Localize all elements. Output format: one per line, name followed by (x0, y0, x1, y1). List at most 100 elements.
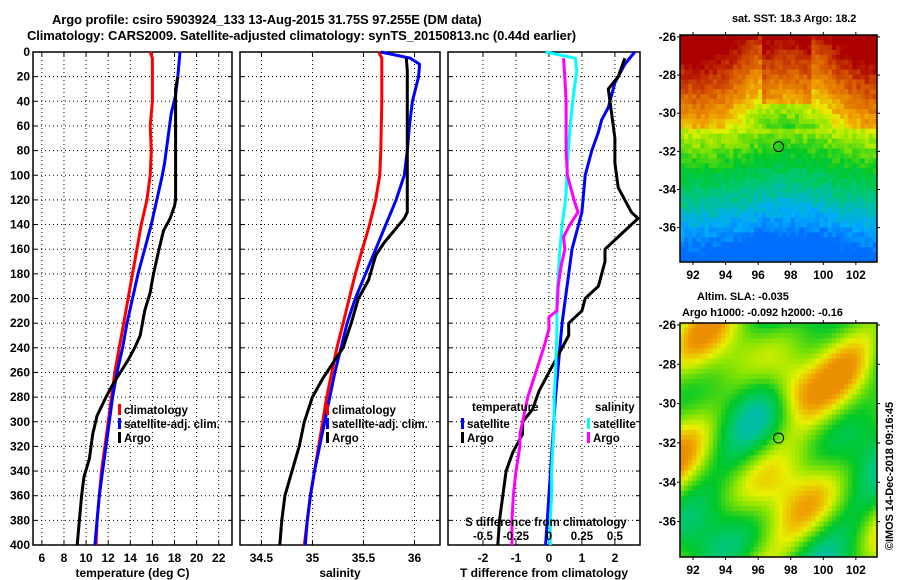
sst-map-cell (782, 84, 788, 90)
sla-map-cell (745, 541, 751, 548)
sst-map-cell (741, 173, 747, 179)
sst-map-cell (684, 237, 689, 243)
sst-map-cell (774, 168, 779, 174)
sst-map-cell (753, 84, 759, 90)
sst-map-cell (729, 133, 734, 140)
sla-map-ytick-label: -32 (659, 436, 677, 450)
sla-map-cell (811, 419, 816, 426)
sla-map-cell (692, 389, 697, 395)
sst-map-cell (737, 133, 743, 140)
sla-map-cell (753, 338, 759, 344)
sst-map-cell (831, 138, 837, 145)
sst-map-cell (749, 252, 755, 258)
sst-map-cell (782, 257, 788, 263)
sst-map-cell (819, 44, 825, 51)
sla-map-cell (831, 485, 837, 492)
sst-map-cell (774, 69, 779, 75)
sla-map-cell (696, 353, 702, 360)
sla-map-cell (704, 475, 710, 482)
sla-map-cell (729, 526, 734, 533)
sla-map-cell (848, 536, 853, 543)
sst-map-cell (799, 109, 804, 115)
sst-map-cell (799, 74, 804, 80)
sla-map-cell (749, 419, 755, 426)
sst-map-cell (807, 178, 812, 184)
sst-map-cell (704, 222, 710, 228)
sst-map-cell (688, 257, 693, 263)
sst-map-cell (762, 94, 767, 100)
sst-map-cell (815, 59, 821, 66)
sla-map-cell (807, 394, 812, 400)
sst-map-cell (725, 153, 730, 159)
sst-map-cell (803, 54, 808, 61)
sst-map-cell (786, 212, 792, 219)
sla-map-cell (708, 465, 714, 472)
sst-map-cell (790, 148, 796, 154)
panel-1-series-satellite-adj-clim- (93, 51, 182, 546)
sst-map-cell (733, 212, 738, 219)
sst-map-cell (786, 232, 792, 238)
sst-map-cell (774, 242, 779, 248)
sst-map-cell (704, 252, 710, 258)
sst-map-cell (807, 59, 812, 66)
sla-map-cell (721, 368, 726, 375)
sst-map-cell (835, 247, 841, 253)
sla-map-cell (680, 419, 685, 426)
sla-map-cell (844, 399, 849, 405)
sst-map-cell (770, 257, 775, 263)
sst-map-cell (831, 158, 837, 164)
sst-map-cell (721, 39, 726, 46)
sst-map-cell (794, 192, 800, 199)
sla-map-cell (868, 429, 874, 436)
sst-map-cell (680, 158, 685, 164)
sla-map-cell (753, 501, 759, 507)
sst-map-ytick-label: -36 (659, 221, 677, 235)
sst-map-cell (712, 252, 718, 258)
sst-map-cell (852, 192, 857, 199)
sst-map-cell (737, 74, 743, 80)
sla-map-cell (872, 546, 878, 553)
sst-map-cell (840, 118, 845, 125)
sst-map-cell (684, 148, 689, 154)
sst-map-cell (762, 133, 767, 140)
sst-map-cell (684, 49, 689, 56)
sst-map-cell (770, 84, 775, 90)
sla-map-cell (737, 506, 743, 512)
sla-map-cell (700, 445, 706, 451)
sst-map-cell (708, 143, 714, 149)
sst-map-cell (794, 173, 800, 179)
sla-map-cell (807, 414, 812, 421)
sst-map-cell (868, 123, 874, 130)
sst-map-cell (704, 113, 710, 120)
sla-map-cell (729, 506, 734, 512)
sst-map-cell (831, 79, 837, 85)
sla-map-cell (725, 516, 730, 522)
sst-map-cell (782, 44, 788, 51)
sla-map-xtick-label: 100 (813, 563, 833, 577)
sst-map-cell (766, 247, 771, 253)
sla-map-cell (757, 541, 763, 548)
sla-map-cell (704, 384, 710, 390)
sst-map-cell (811, 69, 816, 75)
sla-map-cell (799, 485, 804, 492)
sst-map-cell (868, 89, 874, 95)
sla-map-cell (704, 409, 710, 416)
sst-map-cell (852, 232, 857, 238)
sst-map-cell (831, 178, 837, 184)
sla-map-cell (696, 378, 702, 385)
sla-map-cell (794, 378, 800, 385)
sst-map-cell (753, 74, 759, 80)
sst-map-cell (708, 74, 714, 80)
sst-map-cell (811, 237, 816, 243)
sst-map-cell (753, 138, 759, 145)
sst-map-cell (757, 113, 763, 120)
sst-map-cell (815, 89, 821, 95)
sla-map-cell (852, 490, 857, 497)
sla-map-cell (860, 506, 866, 512)
sst-map-cell (725, 247, 730, 253)
sst-map-cell (725, 192, 730, 199)
sst-map-cell (729, 49, 734, 56)
sla-map-cell (684, 506, 689, 512)
sla-map-cell (811, 516, 816, 522)
sst-map-cell (680, 183, 685, 189)
